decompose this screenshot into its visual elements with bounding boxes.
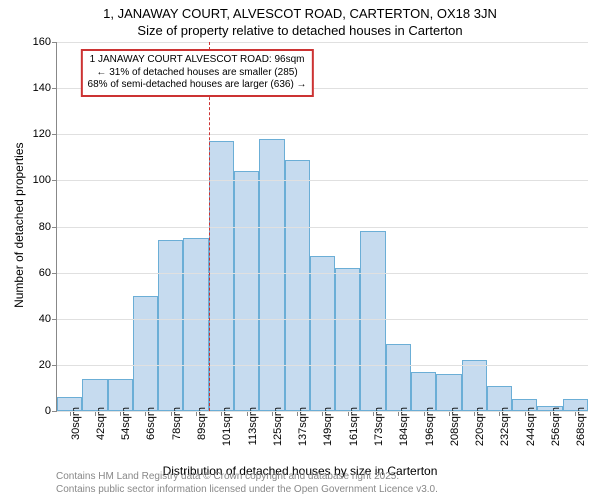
xtick-label: 220sqm	[474, 407, 486, 446]
bar	[360, 231, 385, 411]
xtick-label: 256sqm	[550, 407, 562, 446]
bar	[411, 372, 436, 411]
bar	[310, 256, 335, 411]
histogram-chart: 30sqm42sqm54sqm66sqm78sqm89sqm101sqm113s…	[56, 42, 588, 412]
annotation-line: 1 JANAWAY COURT ALVESCOT ROAD: 96sqm	[88, 54, 307, 67]
bar	[158, 240, 183, 411]
gridline	[57, 180, 588, 181]
ytick-mark	[52, 227, 57, 228]
ytick-mark	[52, 273, 57, 274]
attribution-line-2: Contains public sector information licen…	[56, 484, 438, 497]
title-line-1: 1, JANAWAY COURT, ALVESCOT ROAD, CARTERT…	[0, 0, 600, 21]
ytick-label: 60	[39, 267, 51, 279]
xtick-label: 161sqm	[348, 407, 360, 446]
ytick-mark	[52, 180, 57, 181]
xtick-label: 244sqm	[525, 407, 537, 446]
attribution-line-1: Contains HM Land Registry data © Crown c…	[56, 471, 438, 484]
ytick-label: 140	[33, 82, 51, 94]
ytick-label: 20	[39, 359, 51, 371]
xtick-label: 184sqm	[398, 407, 410, 446]
xtick-label: 232sqm	[499, 407, 511, 446]
xtick-label: 268sqm	[575, 407, 587, 446]
gridline	[57, 227, 588, 228]
ytick-label: 80	[39, 221, 51, 233]
ytick-mark	[52, 42, 57, 43]
annotation-line: ← 31% of detached houses are smaller (28…	[88, 67, 307, 80]
xtick-label: 208sqm	[449, 407, 461, 446]
y-axis-label: Number of detached properties	[12, 142, 26, 307]
bar	[133, 296, 158, 411]
gridline	[57, 365, 588, 366]
bar	[209, 141, 234, 411]
bar	[462, 360, 487, 411]
ytick-label: 120	[33, 128, 51, 140]
ytick-mark	[52, 365, 57, 366]
ytick-label: 160	[33, 36, 51, 48]
xtick-label: 101sqm	[221, 407, 233, 446]
ytick-label: 40	[39, 313, 51, 325]
attribution: Contains HM Land Registry data © Crown c…	[56, 471, 438, 496]
ytick-mark	[52, 319, 57, 320]
bar	[183, 238, 208, 411]
bar	[436, 374, 461, 411]
ytick-mark	[52, 88, 57, 89]
xtick-label: 196sqm	[424, 407, 436, 446]
plot-area: 30sqm42sqm54sqm66sqm78sqm89sqm101sqm113s…	[56, 42, 588, 412]
reference-line	[209, 42, 210, 411]
ytick-label: 0	[45, 405, 51, 417]
xtick-label: 173sqm	[373, 407, 385, 446]
xtick-label: 113sqm	[247, 407, 259, 445]
gridline	[57, 134, 588, 135]
gridline	[57, 42, 588, 43]
ytick-mark	[52, 411, 57, 412]
title-line-2: Size of property relative to detached ho…	[0, 21, 600, 42]
xtick-label: 125sqm	[272, 407, 284, 446]
bar	[335, 268, 360, 411]
gridline	[57, 273, 588, 274]
xtick-label: 149sqm	[322, 407, 334, 446]
gridline	[57, 411, 588, 412]
ytick-mark	[52, 134, 57, 135]
gridline	[57, 319, 588, 320]
annotation-box: 1 JANAWAY COURT ALVESCOT ROAD: 96sqm← 31…	[81, 49, 314, 97]
xtick-label: 137sqm	[297, 407, 309, 446]
annotation-line: 68% of semi-detached houses are larger (…	[88, 79, 307, 92]
bar	[234, 171, 259, 411]
bar	[285, 160, 310, 411]
bar	[386, 344, 411, 411]
ytick-label: 100	[33, 174, 51, 186]
